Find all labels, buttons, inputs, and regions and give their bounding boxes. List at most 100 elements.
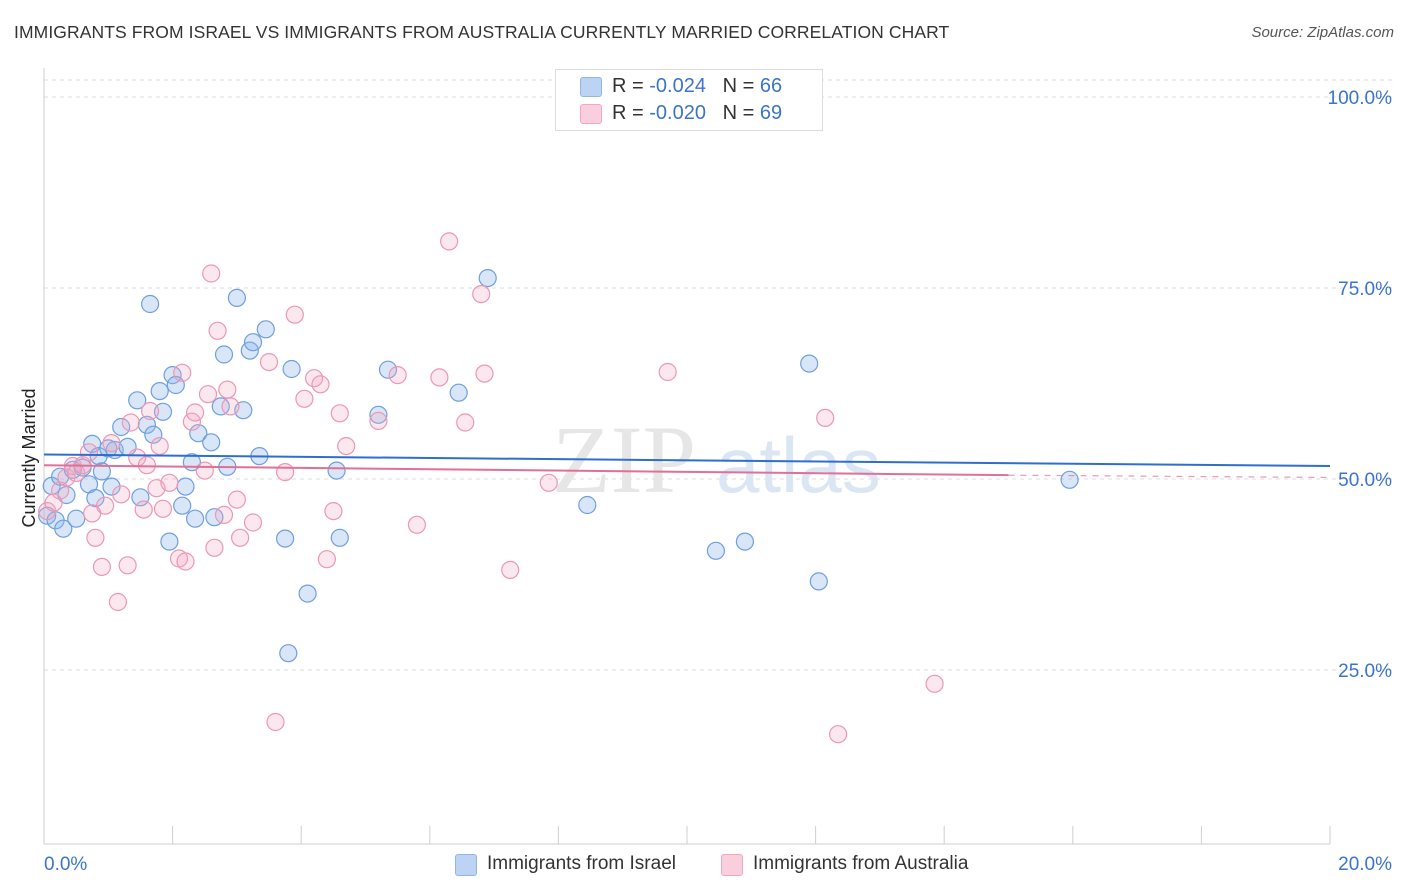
australia-point — [259, 353, 279, 372]
x-tick-label-max: 20.0% — [1338, 854, 1392, 875]
israel-point — [211, 397, 230, 416]
israel-point — [227, 288, 246, 307]
watermark-atlas: atlas — [716, 421, 881, 509]
israel-point — [735, 532, 755, 551]
israel-point — [160, 532, 179, 551]
israel-point — [330, 528, 349, 547]
australia-point — [121, 413, 140, 432]
r-value: -0.024 — [649, 75, 706, 97]
australia-point — [369, 411, 388, 430]
n-label: N = — [722, 102, 760, 124]
australia-point — [317, 550, 336, 569]
grid-lines — [44, 79, 1392, 671]
israel-point — [186, 509, 205, 528]
australia-point — [112, 485, 131, 504]
australia-point — [388, 366, 407, 385]
australia-point — [227, 490, 246, 509]
n-label: N = — [722, 75, 760, 97]
n-value: 66 — [759, 75, 783, 97]
data-points — [38, 232, 1079, 744]
australia-point — [218, 380, 237, 399]
australia-point — [141, 401, 160, 421]
australia-point — [337, 437, 356, 456]
israel-point — [189, 424, 208, 443]
trend-lines — [43, 453, 1331, 479]
israel-point — [214, 345, 234, 364]
australia-point — [118, 556, 137, 575]
australia-point — [208, 321, 227, 340]
australia-point — [202, 264, 221, 283]
australia-point — [456, 413, 475, 432]
israel-point — [378, 360, 398, 379]
israel-point — [86, 489, 105, 508]
r-value: -0.020 — [649, 102, 706, 124]
australia-point — [95, 496, 115, 515]
legend-label-israel: Immigrants from Israel — [487, 853, 676, 874]
legend-label-australia: Immigrants from Australia — [753, 853, 969, 874]
y-axis-label: Currently Married — [19, 388, 39, 527]
australia-point — [86, 528, 105, 547]
israel-point — [128, 391, 147, 410]
australia-point — [828, 725, 848, 744]
australia-point — [266, 712, 285, 732]
australia-point — [57, 468, 76, 487]
australia-point — [153, 499, 173, 518]
israel-point — [102, 477, 121, 496]
australia-trend-line — [43, 464, 1009, 477]
australia-point — [214, 505, 234, 525]
australia-point — [925, 674, 944, 693]
israel-point — [92, 462, 112, 481]
australia-point — [205, 538, 224, 557]
israel-point — [256, 320, 275, 339]
israel-point — [1060, 470, 1079, 489]
australia-point — [276, 463, 295, 482]
australia-point — [285, 305, 304, 324]
australia-point — [198, 385, 218, 404]
australia-point — [430, 368, 449, 387]
israel-point — [112, 417, 131, 437]
australia-point — [658, 362, 677, 382]
israel-point — [369, 405, 388, 424]
israel-point — [243, 333, 263, 352]
israel-point — [67, 509, 86, 528]
australia-swatch — [721, 854, 743, 876]
australia-point — [407, 515, 426, 534]
australia-point — [134, 500, 153, 519]
israel-point — [99, 439, 118, 458]
chart-title: IMMIGRANTS FROM ISRAEL VS IMMIGRANTS FRO… — [14, 22, 950, 42]
australia-swatch — [580, 104, 602, 124]
israel-point — [150, 382, 169, 401]
israel-point — [578, 495, 597, 515]
australia-point — [475, 364, 494, 383]
australia-point — [231, 528, 250, 547]
australia-point — [295, 389, 314, 408]
tick-labels: 100.0% 75.0% 50.0% 25.0% 0.0% 20.0% — [44, 88, 1392, 875]
source-label: Source: ZipAtlas.com — [1251, 24, 1394, 41]
r-label: R = — [612, 102, 650, 124]
australia-point — [137, 456, 156, 475]
israel-point — [282, 359, 301, 379]
israel-point — [800, 354, 819, 373]
australia-point — [173, 363, 192, 382]
y-tick-label: 25.0% — [1338, 661, 1392, 682]
australia-point — [79, 443, 99, 462]
israel-point — [327, 461, 346, 480]
israel-point — [298, 584, 317, 603]
israel-point — [54, 519, 73, 538]
israel-swatch — [580, 77, 602, 97]
israel-point — [706, 541, 726, 560]
australia-point — [816, 408, 835, 427]
y-tick-label: 100.0% — [1328, 88, 1393, 109]
israel-point — [144, 425, 163, 444]
australia-point — [243, 513, 263, 532]
australia-point — [150, 437, 169, 456]
y-tick-label: 50.0% — [1338, 470, 1392, 491]
israel-point — [176, 477, 195, 496]
australia-point — [324, 502, 343, 521]
australia-point — [440, 232, 459, 251]
australia-point — [311, 375, 330, 394]
israel-point — [153, 402, 173, 421]
australia-point — [501, 560, 520, 580]
australia-point — [472, 285, 491, 304]
